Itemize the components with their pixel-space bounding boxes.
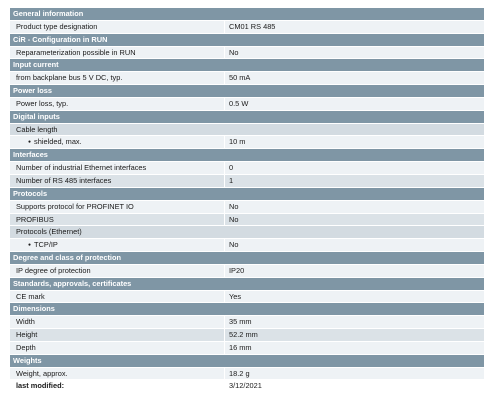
spec-row: IP degree of protection IP20 bbox=[10, 264, 484, 278]
section-header-general-information: General information bbox=[10, 8, 484, 21]
spec-row: Number of industrial Ethernet interfaces… bbox=[10, 162, 484, 175]
spec-row: CE mark Yes bbox=[10, 290, 484, 304]
spec-value: 0 bbox=[224, 162, 484, 174]
section-header-standards: Standards, approvals, certificates bbox=[10, 277, 484, 291]
spec-value: 16 mm bbox=[224, 341, 484, 354]
spec-label: shielded, max. bbox=[10, 136, 224, 148]
spec-value: CM01 RS 485 bbox=[224, 20, 484, 33]
spec-label: Reparameterization possible in RUN bbox=[16, 47, 136, 57]
spec-value: No bbox=[224, 239, 484, 252]
spec-label: CE mark bbox=[16, 291, 45, 301]
spec-label: Power loss, typ. bbox=[16, 98, 69, 108]
section-header-protection: Degree and class of protection bbox=[10, 252, 484, 265]
spec-label: Supports protocol for PROFINET IO bbox=[16, 201, 134, 211]
spec-value: 18.2 g bbox=[224, 367, 484, 380]
section-header-digital-inputs: Digital inputs bbox=[10, 110, 484, 124]
spec-label: Weight, approx. bbox=[16, 368, 68, 378]
last-modified-date: 3/12/2021 bbox=[229, 381, 262, 391]
spec-value: 1 bbox=[224, 174, 484, 187]
spec-label: IP degree of protection bbox=[16, 265, 91, 275]
spec-label: TCP/IP bbox=[10, 239, 224, 251]
last-modified-row: last modified: 3/12/2021 bbox=[10, 380, 484, 393]
section-header-protocols: Protocols bbox=[10, 187, 484, 201]
spec-subheader-row: Cable length bbox=[10, 123, 484, 137]
spec-row: Width 35 mm bbox=[10, 316, 484, 330]
spec-label: Depth bbox=[16, 342, 36, 352]
spec-row: shielded, max. 10 m bbox=[10, 136, 484, 150]
section-header-interfaces: Interfaces bbox=[10, 149, 484, 163]
section-header-weights: Weights bbox=[10, 354, 484, 368]
spec-row: from backplane bus 5 V DC, typ. 50 mA bbox=[10, 72, 484, 86]
spec-value: 0.5 W bbox=[224, 97, 484, 110]
spec-row: Weight, approx. 18.2 g bbox=[10, 367, 484, 381]
spec-subheader-label: Cable length bbox=[16, 124, 58, 134]
spec-label: Height bbox=[16, 330, 38, 340]
spec-row: Product type designation CM01 RS 485 bbox=[10, 20, 484, 34]
spec-row: Depth 16 mm bbox=[10, 341, 484, 355]
spec-value: No bbox=[224, 46, 484, 59]
spec-row: Supports protocol for PROFINET IO No bbox=[10, 200, 484, 214]
spec-row: PROFIBUS No bbox=[10, 213, 484, 227]
spec-subheader-row: Protocols (Ethernet) bbox=[10, 226, 484, 240]
spec-label: from backplane bus 5 V DC, typ. bbox=[16, 73, 123, 83]
spec-value: No bbox=[224, 200, 484, 213]
spec-label: PROFIBUS bbox=[16, 214, 54, 224]
spec-row: Reparameterization possible in RUN No bbox=[10, 46, 484, 60]
spec-row: Number of RS 485 interfaces 1 bbox=[10, 174, 484, 188]
spec-row: TCP/IP No bbox=[10, 239, 484, 253]
spec-row: Height 52.2 mm bbox=[10, 329, 484, 342]
spec-row: Power loss, typ. 0.5 W bbox=[10, 97, 484, 111]
spec-label: Number of industrial Ethernet interfaces bbox=[16, 163, 147, 173]
spec-label: Width bbox=[16, 317, 35, 327]
section-header-dimensions: Dimensions bbox=[10, 303, 484, 317]
section-header-power-loss: Power loss bbox=[10, 85, 484, 98]
spec-value: Yes bbox=[224, 290, 484, 303]
section-header-cir: CiR - Configuration in RUN bbox=[10, 33, 484, 47]
spec-value: No bbox=[224, 213, 484, 226]
spec-subheader-label: Protocols (Ethernet) bbox=[16, 227, 82, 237]
last-modified-label: last modified: bbox=[16, 381, 65, 391]
spec-value: 35 mm bbox=[224, 316, 484, 329]
spec-label: Product type designation bbox=[16, 21, 98, 31]
section-header-input-current: Input current bbox=[10, 59, 484, 73]
spec-label: Number of RS 485 interfaces bbox=[16, 175, 112, 185]
spec-value: IP20 bbox=[224, 264, 484, 277]
spec-value: 50 mA bbox=[224, 72, 484, 85]
spec-sheet: General information Product type designa… bbox=[10, 8, 484, 393]
spec-value: 10 m bbox=[224, 136, 484, 149]
spec-value: 52.2 mm bbox=[224, 329, 484, 341]
